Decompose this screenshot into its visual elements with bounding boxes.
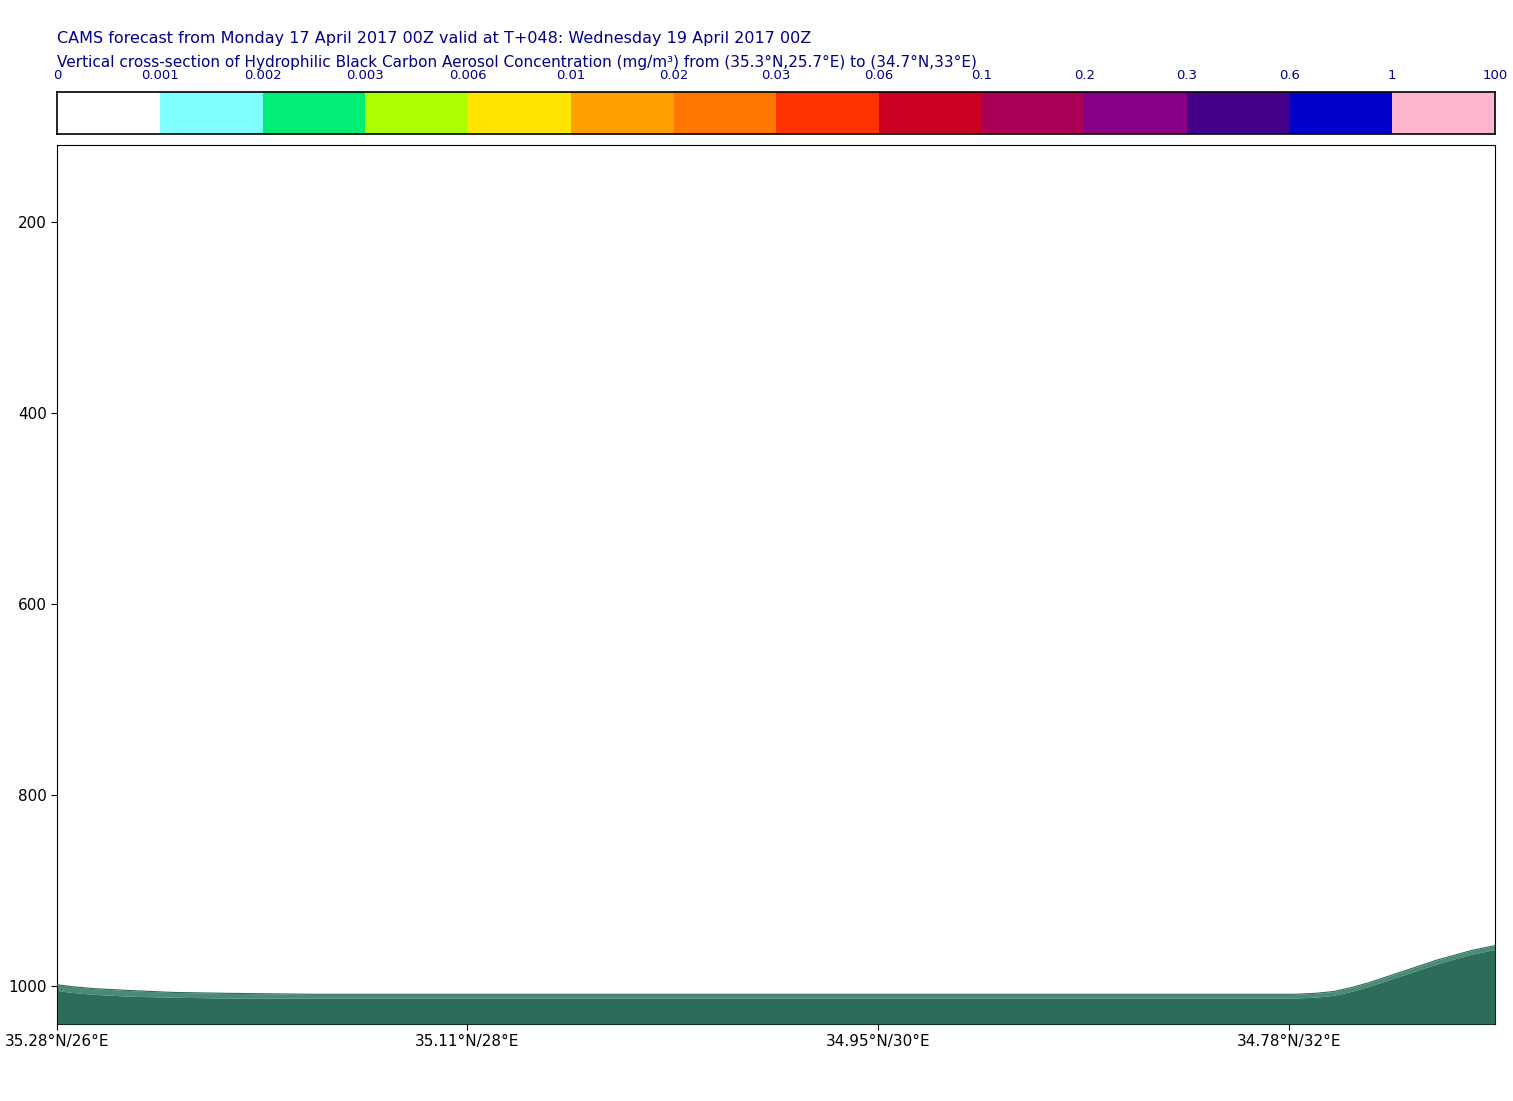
Bar [776,92,879,134]
Text: 0.6: 0.6 [1278,69,1300,81]
Text: 0.02: 0.02 [658,69,688,81]
Bar [879,92,982,134]
Text: 0.003: 0.003 [346,69,384,81]
Bar [366,92,468,134]
Text: 0.001: 0.001 [141,69,179,81]
Bar [263,92,366,134]
Bar [468,92,570,134]
Text: 100: 100 [1483,69,1507,81]
Bar [673,92,776,134]
Text: CAMS forecast from Monday 17 April 2017 00Z valid at T+048: Wednesday 19 April 2: CAMS forecast from Monday 17 April 2017 … [57,31,812,46]
Bar [1392,92,1495,134]
Text: 0.002: 0.002 [244,69,281,81]
Text: Vertical cross-section of Hydrophilic Black Carbon Aerosol Concentration (mg/m³): Vertical cross-section of Hydrophilic Bl… [57,55,977,70]
Text: 0.03: 0.03 [761,69,791,81]
Text: 0.006: 0.006 [449,69,487,81]
Bar [160,92,263,134]
Text: 0.3: 0.3 [1176,69,1197,81]
Bar [1289,92,1392,134]
Bar [982,92,1085,134]
Text: 0.01: 0.01 [557,69,586,81]
Bar [570,92,673,134]
Text: 1: 1 [1387,69,1396,81]
Bar [57,92,160,134]
Text: 0.1: 0.1 [971,69,993,81]
Bar [1186,92,1289,134]
Text: 0.2: 0.2 [1074,69,1095,81]
Text: 0.06: 0.06 [864,69,894,81]
Bar [1085,92,1186,134]
Text: 0: 0 [53,69,62,81]
